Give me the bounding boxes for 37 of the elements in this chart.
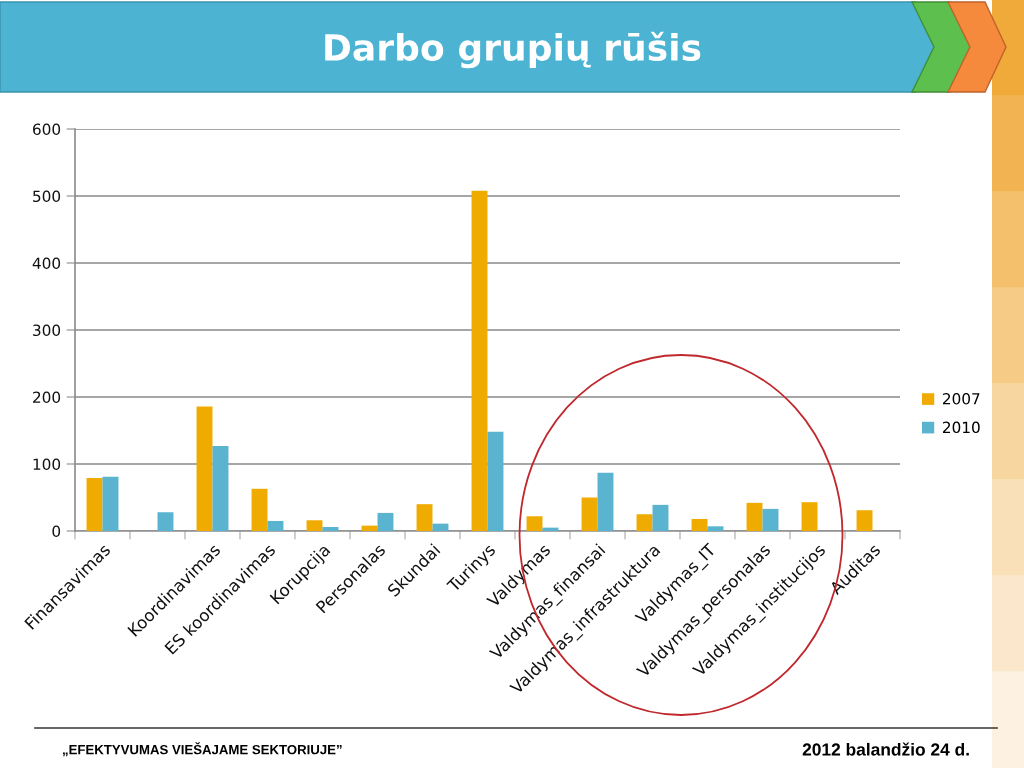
bar — [471, 190, 488, 531]
chart-title: Darbo grupių rūšis — [325, 31, 701, 69]
legend-label: 2007 — [942, 393, 980, 405]
text: 2012 balandžio 24 d. — [802, 742, 969, 756]
bar — [856, 510, 873, 531]
bar — [801, 502, 818, 531]
bar — [157, 512, 174, 531]
bar — [691, 518, 708, 531]
bar — [597, 472, 614, 531]
bar — [487, 431, 504, 531]
bar — [762, 508, 779, 531]
bar — [377, 512, 394, 531]
bar — [306, 520, 323, 531]
bar — [251, 488, 268, 531]
bar — [636, 514, 653, 531]
bar — [86, 478, 103, 531]
bar — [196, 406, 213, 531]
y-tick-label: 400 — [32, 257, 61, 270]
bar — [526, 516, 543, 531]
bar — [432, 523, 449, 531]
bar — [102, 476, 119, 531]
y-tick-label: 600 — [33, 123, 61, 136]
y-tick-label: 500 — [33, 190, 61, 203]
y-tick-label: 100 — [33, 458, 61, 471]
bar — [322, 526, 339, 531]
legend-label: 2010 — [942, 421, 980, 434]
y-tick-label: 0 — [52, 525, 61, 538]
bar — [707, 526, 724, 531]
y-tick-label: 300 — [33, 324, 61, 337]
bar — [212, 445, 229, 531]
bar — [267, 520, 284, 531]
bar — [416, 504, 433, 531]
text: „EFEKTYVUMAS VIEŠAJAME SEKTORIUJE” — [62, 742, 342, 757]
bar — [652, 504, 669, 531]
y-tick-label: 200 — [33, 391, 61, 404]
bar — [581, 497, 598, 531]
bar — [746, 502, 763, 531]
